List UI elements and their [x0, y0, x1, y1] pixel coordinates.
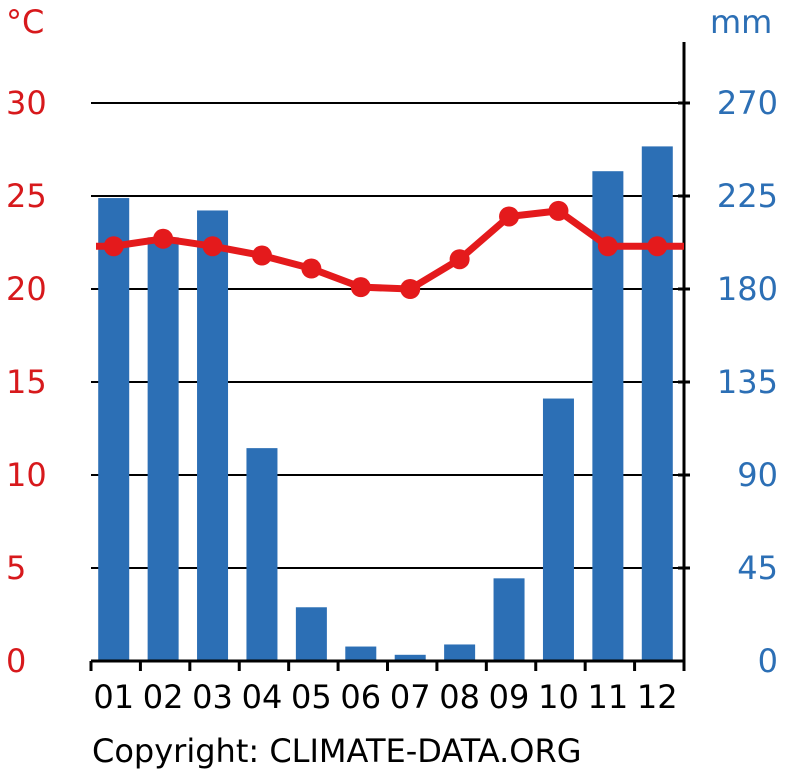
- precipitation-bar-10: [542, 398, 574, 661]
- month-tick-label: 07: [390, 678, 431, 716]
- temperature-tick-label: 20: [6, 270, 47, 308]
- month-tick-label: 10: [538, 678, 579, 716]
- copyright-text: Copyright: CLIMATE-DATA.ORG: [92, 732, 582, 770]
- temperature-unit-label: °C: [6, 3, 44, 41]
- precipitation-bar-12: [641, 146, 673, 661]
- temperature-tick-label: 30: [6, 84, 47, 122]
- precipitation-bar-02: [147, 237, 179, 662]
- temperature-point-11: [597, 236, 618, 257]
- month-tick-label: 12: [637, 678, 678, 716]
- temperature-point-06: [350, 277, 371, 298]
- precipitation-unit-label: mm: [710, 3, 772, 41]
- precipitation-bar-08: [444, 644, 476, 661]
- temperature-point-12: [647, 236, 668, 257]
- temperature-point-10: [548, 200, 569, 221]
- temperature-tick-label: 5: [6, 549, 26, 587]
- temperature-point-04: [251, 245, 272, 266]
- temperature-point-05: [301, 258, 322, 279]
- temperature-point-08: [449, 249, 470, 270]
- precipitation-bar-06: [345, 646, 377, 661]
- month-tick-label: 09: [489, 678, 530, 716]
- precipitation-bar-07: [394, 654, 426, 661]
- temperature-tick-label: 10: [6, 456, 47, 494]
- precipitation-bars: [98, 146, 673, 662]
- temperature-point-09: [499, 206, 520, 227]
- month-tick-label: 08: [439, 678, 480, 716]
- temperature-tick-label: 15: [6, 363, 47, 401]
- temperature-point-03: [202, 236, 223, 257]
- precipitation-bar-05: [295, 607, 327, 661]
- month-tick-label: 02: [143, 678, 184, 716]
- precipitation-tick-label: 270: [717, 84, 778, 122]
- precipitation-tick-label: 45: [737, 549, 778, 587]
- temperature-line: [96, 200, 684, 299]
- month-tick-label: 05: [291, 678, 332, 716]
- precipitation-tick-label: 225: [717, 177, 778, 215]
- precipitation-bar-09: [493, 578, 525, 661]
- temperature-tick-label: 0: [6, 642, 26, 680]
- precipitation-tick-label: 180: [717, 270, 778, 308]
- precipitation-bar-04: [246, 448, 278, 661]
- month-tick-label: 04: [242, 678, 283, 716]
- temperature-tick-label: 25: [6, 177, 47, 215]
- precipitation-bar-03: [197, 210, 229, 661]
- month-tick-label: 06: [340, 678, 381, 716]
- temperature-point-01: [103, 236, 124, 257]
- month-tick-label: 03: [192, 678, 233, 716]
- gridlines: [91, 102, 684, 569]
- precipitation-bar-01: [98, 198, 130, 662]
- precipitation-tick-label: 135: [717, 363, 778, 401]
- precipitation-tick-label: 0: [758, 642, 778, 680]
- precipitation-tick-label: 90: [737, 456, 778, 494]
- temperature-point-07: [400, 279, 421, 299]
- month-tick-label: 01: [93, 678, 134, 716]
- axes: [89, 42, 690, 671]
- month-tick-label: 11: [588, 678, 629, 716]
- temperature-point-02: [153, 228, 174, 249]
